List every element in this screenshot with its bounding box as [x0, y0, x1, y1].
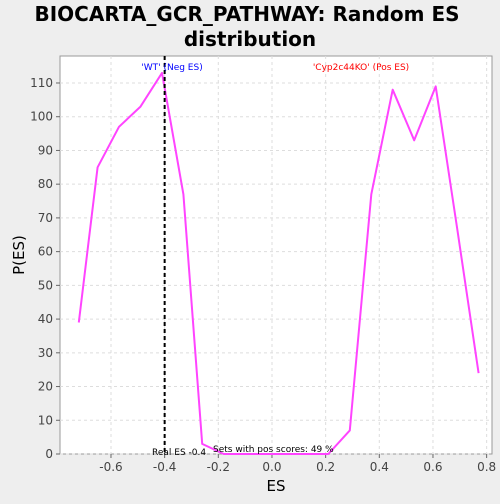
y-tick-label: 20: [38, 380, 53, 394]
x-tick-label: 0.0: [262, 460, 281, 474]
x-tick-label: 0.2: [316, 460, 335, 474]
y-tick-label: 10: [38, 413, 53, 427]
y-tick-label: 70: [38, 211, 53, 225]
x-axis-label: ES: [267, 477, 286, 495]
y-tick-label: 0: [45, 447, 53, 461]
y-tick-label: 100: [30, 110, 53, 124]
y-axis-label: P(ES): [10, 235, 28, 275]
pos-scores-label: Sets with pos scores: 49 %: [213, 445, 334, 455]
x-tick-label: -0.2: [207, 460, 230, 474]
x-tick-label: 0.4: [370, 460, 389, 474]
x-tick-label: 0.6: [423, 460, 442, 474]
chart-title-line-1: BIOCARTA_GCR_PATHWAY: Random ES: [34, 2, 459, 26]
pos-es-label: 'Cyp2c44KO' (Pos ES): [313, 63, 409, 73]
y-tick-label: 50: [38, 278, 53, 292]
grid-layer: [60, 56, 492, 455]
x-tick-label: 0.8: [477, 460, 496, 474]
real-es-label: Real ES -0.4: [152, 448, 206, 458]
axis-layer: -0.6 -0.4 -0.2 0.0 0.2 0.4 0.6 0.8 0 10 20 30 40 50 60…: [30, 76, 496, 474]
y-tick-label: 40: [38, 312, 53, 326]
series-layer: [77, 71, 480, 455]
y-tick-label: 60: [38, 245, 53, 259]
neg-es-label: 'WT' (Neg ES): [141, 63, 202, 73]
plot-area: [59, 55, 493, 455]
chart-title-line-2: distribution: [184, 27, 316, 51]
y-tick-label: 110: [30, 76, 53, 90]
y-tick-label: 90: [38, 143, 53, 157]
y-tick-label: 80: [38, 177, 53, 191]
series-line: [77, 71, 480, 455]
y-tick-label: 30: [38, 346, 53, 360]
x-tick-label: -0.6: [99, 460, 122, 474]
x-tick-label: -0.4: [153, 460, 176, 474]
